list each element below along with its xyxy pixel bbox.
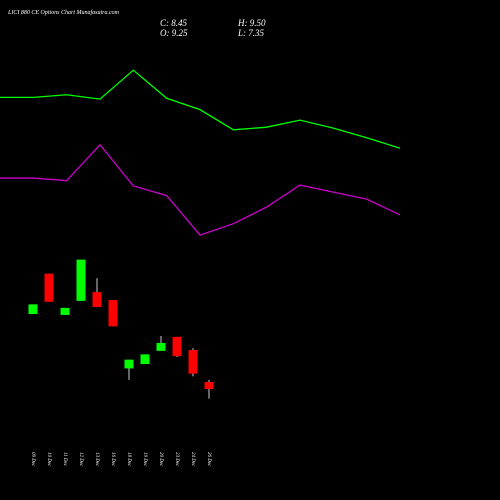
x-tick-label: 24 Dec bbox=[190, 452, 195, 467]
x-tick-label: 26 Dec bbox=[206, 452, 211, 467]
x-tick-label: 13 Dec bbox=[94, 452, 99, 467]
candle-body bbox=[204, 382, 214, 390]
candle-body bbox=[60, 307, 70, 315]
x-tick-label: 19 Dec bbox=[142, 452, 147, 467]
candle-body bbox=[140, 354, 150, 365]
x-tick-label: 10 Dec bbox=[46, 452, 51, 467]
candle-body bbox=[44, 273, 54, 302]
x-tick-label: 23 Dec bbox=[174, 452, 179, 467]
indicator-line bbox=[0, 143, 401, 236]
chart-title: LICI 880 CE Options Chart Munafasutra.co… bbox=[7, 9, 120, 16]
candle-body bbox=[108, 300, 118, 327]
candle-body bbox=[76, 259, 86, 301]
candle-body bbox=[92, 292, 102, 308]
x-tick-label: 11 Dec bbox=[62, 452, 67, 467]
x-tick-label: 16 Dec bbox=[110, 452, 115, 467]
candle-body bbox=[124, 359, 134, 369]
header-close: C: 8.45 bbox=[160, 18, 188, 28]
indicator-line bbox=[0, 69, 401, 149]
header-high: H: 9.50 bbox=[237, 18, 266, 28]
header-open: O: 9.25 bbox=[160, 28, 188, 38]
candle-body bbox=[28, 304, 38, 315]
x-tick-label: 20 Dec bbox=[158, 452, 163, 467]
x-tick-label: 18 Dec bbox=[126, 452, 131, 467]
header-low: L: 7.35 bbox=[237, 28, 265, 38]
x-tick-label: 12 Dec bbox=[78, 452, 83, 467]
candle-body bbox=[188, 350, 198, 374]
candle-body bbox=[172, 336, 182, 357]
candle-body bbox=[156, 342, 166, 351]
x-tick-label: 09 Dec bbox=[30, 452, 35, 467]
